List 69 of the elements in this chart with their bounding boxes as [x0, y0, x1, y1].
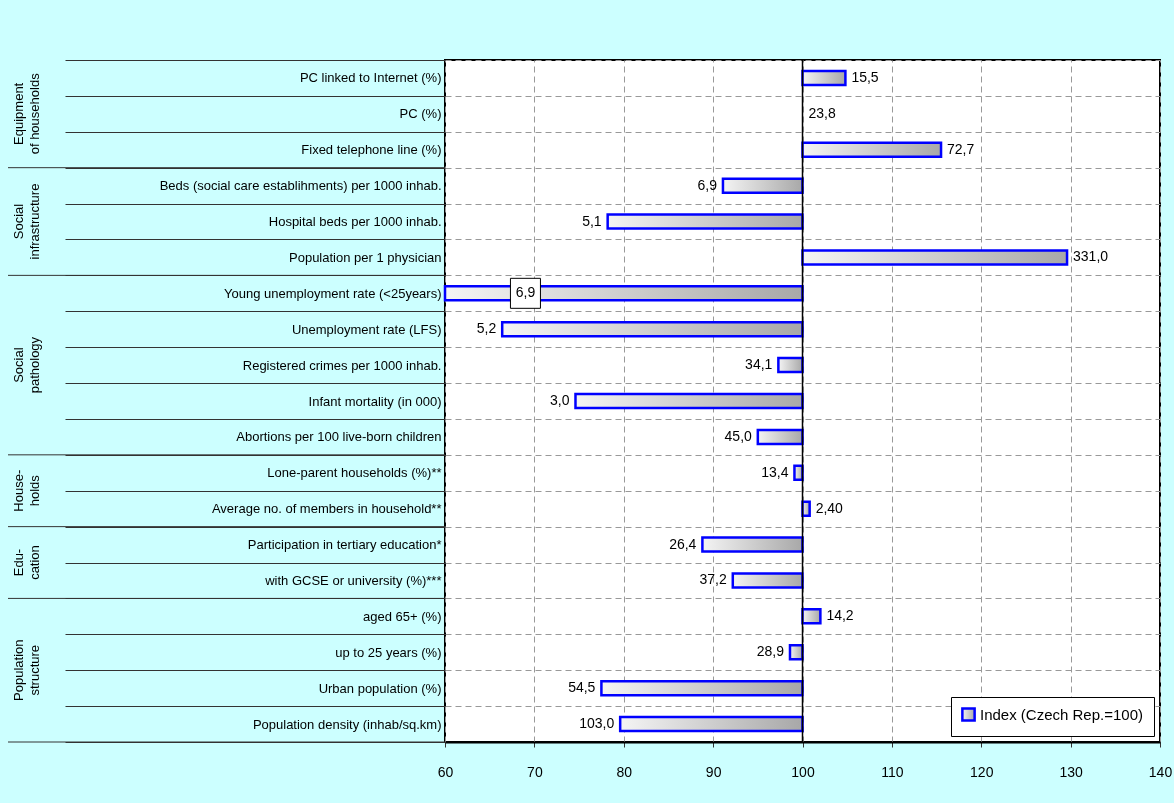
bar — [731, 572, 804, 589]
text: Social infrastructure — [11, 183, 42, 260]
x-tick-label: 120 — [970, 763, 994, 780]
bar — [801, 141, 943, 158]
x-tick-label: 100 — [791, 763, 815, 780]
annotation: 15,5 — [851, 68, 879, 85]
y-tick-label: Lone-parent households (%)** — [267, 465, 442, 481]
x-tick-label: 140 — [1148, 763, 1173, 780]
text: House-holds — [11, 469, 42, 512]
annotation: 5,2 — [476, 320, 497, 337]
bar — [801, 249, 1069, 266]
legend-label: Index (Czech Rep.=100) — [980, 705, 1144, 723]
y-tick-label: Average no. of members in household** — [211, 501, 442, 517]
bar — [801, 608, 822, 625]
bar — [606, 213, 804, 230]
y-tick-label: with GCSE or university (%)*** — [264, 572, 442, 588]
x-tick-label: 80 — [616, 763, 633, 780]
y-tick-label: Population per 1 physician — [289, 249, 442, 265]
text: Social pathology — [11, 336, 42, 394]
y-tick-label: up to 25 years (%) — [335, 644, 442, 660]
text: Edu-cation — [11, 545, 42, 580]
annotation: 5,1 — [582, 212, 602, 229]
y-tick-label: Beds (social care establihments) per 1000 inhab. — [159, 178, 442, 194]
text: Population structure — [11, 639, 42, 701]
y-tick-label: Unemployment rate (LFS) — [291, 321, 442, 337]
annotation: 54,5 — [568, 679, 596, 696]
annotation: 103,0 — [579, 715, 615, 732]
annotation: 14,2 — [826, 607, 854, 624]
bar — [777, 356, 804, 374]
annotation: 6,9 — [697, 176, 718, 193]
bar — [788, 644, 804, 661]
y-tick-label: aged 65+ (%) — [363, 608, 442, 624]
y-tick-label: PC (%) — [399, 106, 442, 122]
x-tick-label: 90 — [705, 763, 722, 780]
y-tick-label: Hospital beds per 1000 inhab. — [268, 214, 442, 230]
bar — [574, 392, 804, 410]
annotation: 28,9 — [756, 643, 785, 660]
bar — [500, 320, 804, 338]
annotation: 3,0 — [550, 392, 570, 408]
bar — [721, 177, 804, 194]
y-tick-label: Young unemployment rate (<25years) — [224, 285, 442, 301]
y-tick-label: Fixed telephone line (%) — [301, 142, 442, 158]
annotation: 72,7 — [947, 140, 975, 157]
annotation: 6,9 — [515, 284, 536, 301]
y-tick-label: Abortions per 100 live-born children — [236, 429, 442, 445]
annotation: 34,1 — [745, 356, 773, 373]
annotation: 37,2 — [699, 571, 727, 588]
annotation: 45,0 — [724, 427, 753, 444]
y-tick-label: PC linked to Internet (%) — [299, 70, 442, 86]
y-tick-label: Registered crimes per 1000 inhab. — [242, 357, 442, 373]
text: Equipment of households — [11, 72, 42, 155]
x-tick-label: 60 — [437, 763, 454, 780]
bar — [600, 679, 804, 697]
bar — [618, 715, 804, 733]
y-tick-label: Participation in tertiary education* — [247, 537, 442, 553]
bar — [756, 428, 804, 446]
x-tick-label: 70 — [527, 763, 543, 780]
y-tick-label: Infant mortality (in 000) — [308, 393, 442, 409]
y-tick-label: Population density (inhab/sq.km) — [252, 716, 442, 732]
annotation: 331,0 — [1073, 248, 1109, 265]
annotation: 23,8 — [808, 104, 836, 121]
x-tick-label: 110 — [881, 763, 904, 780]
annotation: 26,4 — [669, 535, 697, 552]
bar — [801, 69, 847, 87]
bar — [701, 536, 804, 553]
annotation: 2,40 — [815, 499, 844, 516]
x-tick-label: 130 — [1059, 763, 1084, 780]
y-tick-label: Urban population (%) — [318, 680, 442, 696]
annotation: 13,4 — [761, 463, 789, 480]
